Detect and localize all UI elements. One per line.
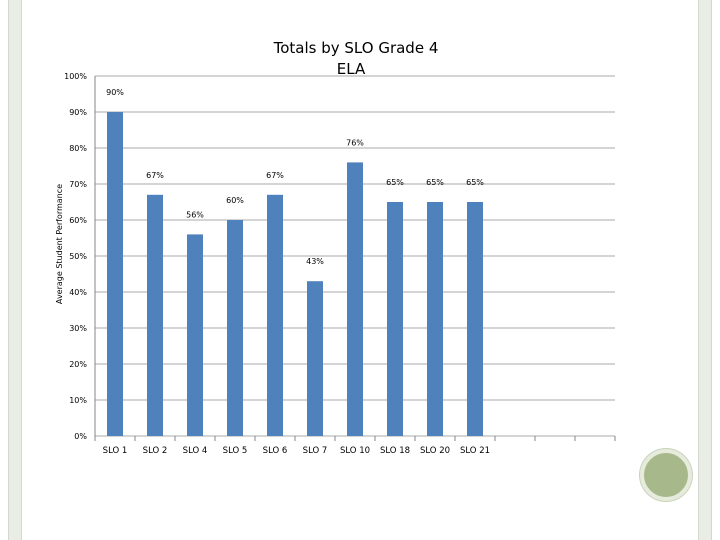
y-tick-label: 0% [74, 432, 87, 441]
x-tick-label: SLO 21 [460, 446, 490, 456]
chart-title-line-1: Totals by SLO Grade 4 [273, 39, 439, 57]
data-label: 65% [466, 178, 484, 187]
data-label: 65% [386, 178, 404, 187]
x-tick-label: SLO 6 [263, 446, 288, 456]
y-tick-label: 10% [69, 396, 87, 405]
bar-slo-4 [187, 234, 203, 436]
data-label: 90% [106, 88, 124, 97]
x-tick-label: SLO 2 [143, 446, 168, 456]
y-tick-label: 100% [64, 72, 87, 81]
slide-left-border [8, 0, 22, 540]
bar-slo-6 [267, 194, 283, 436]
bar-slo-1 [107, 112, 123, 436]
y-tick-label: 70% [69, 180, 87, 189]
y-tick-label: 80% [69, 144, 87, 153]
slide-right-border [698, 0, 712, 540]
data-label: 43% [306, 257, 324, 266]
y-tick-label: 30% [69, 324, 87, 333]
bar-slo-5 [227, 220, 243, 436]
y-tick-label: 40% [69, 288, 87, 297]
y-tick-label: 60% [69, 216, 87, 225]
y-tick-label: 50% [69, 252, 87, 261]
y-axis-ticks: 0% 10% 20% 30% 40% 50% 60% 70% 80% 90% 100% [64, 72, 87, 441]
bars [107, 112, 483, 436]
x-tick-label: SLO 18 [380, 446, 410, 456]
bar-slo-7 [307, 281, 323, 436]
decorative-circle-icon [640, 449, 692, 501]
x-tick-label: SLO 10 [340, 446, 370, 456]
bar-slo-21 [467, 202, 483, 436]
x-tick-label: SLO 4 [183, 446, 208, 456]
y-tick-label: 90% [69, 108, 87, 117]
y-axis-label: Average Student Performance [55, 184, 64, 304]
bar-slo-10 [347, 162, 363, 436]
x-tick-label: SLO 5 [223, 446, 248, 456]
chart-title-line-2: ELA [337, 60, 366, 78]
data-label: 56% [186, 210, 204, 219]
x-tick-label: SLO 7 [303, 446, 328, 456]
y-tick-label: 20% [69, 360, 87, 369]
data-label: 65% [426, 178, 444, 187]
data-label: 76% [346, 138, 364, 147]
x-tick-label: SLO 1 [103, 446, 128, 456]
x-tick-label: SLO 20 [420, 446, 450, 456]
x-axis-ticks: SLO 1 SLO 2 SLO 4 SLO 5 SLO 6 SLO 7 SLO 10 SLO … [103, 446, 490, 456]
bar-slo-2 [147, 194, 163, 436]
data-label: 67% [266, 171, 284, 180]
data-labels: 90% 67% 56% 60% 67% 43% 76% 65% 65% 65% [106, 88, 484, 266]
data-label: 67% [146, 171, 164, 180]
data-label: 60% [226, 196, 244, 205]
bar-slo-18 [387, 202, 403, 436]
bar-slo-20 [427, 202, 443, 436]
